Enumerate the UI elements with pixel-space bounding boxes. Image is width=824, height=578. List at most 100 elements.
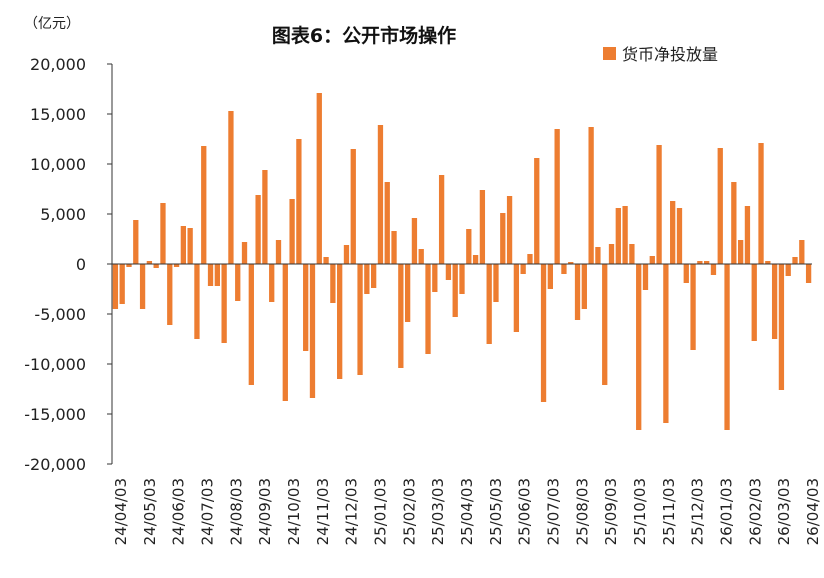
bar [744,206,751,264]
bar [758,143,764,264]
bar [269,264,275,302]
bar [608,244,615,264]
bar [520,264,526,274]
bar [527,254,533,264]
x-tick-label: 24/11/03 [314,478,332,545]
bar [364,264,370,294]
y-axis: 20,000 15,000 10,000 5,000 0 -5,000 -10,000 -15… [24,55,113,474]
x-tick-label: 24/10/03 [285,478,303,545]
bar [486,264,492,344]
bar [500,213,506,264]
bar [636,264,642,430]
bar [119,264,125,304]
bar [704,261,710,264]
bar [411,218,418,264]
bar [799,240,805,264]
x-tick-label: 25/06/03 [516,478,534,545]
bar [771,264,778,339]
bar [350,149,356,264]
bar [146,261,153,264]
bar [194,264,200,339]
bar [676,208,683,264]
x-tick-label: 24/12/03 [343,478,361,545]
x-tick-label: 25/08/03 [573,478,591,545]
bar [262,170,268,264]
x-tick-label: 26/02/03 [746,478,764,545]
bar [404,264,411,322]
y-tick-label: 20,000 [30,55,86,74]
bar [438,175,445,264]
x-tick-label: 25/04/03 [458,478,476,545]
bar [568,262,574,264]
bar [602,264,608,385]
x-tick-label: 25/05/03 [487,478,505,545]
bar [384,182,390,264]
bar [690,264,696,350]
bar [663,264,669,423]
bar [683,264,689,283]
bar [139,264,146,309]
bar [153,264,159,268]
y-tick-label: 0 [76,255,86,274]
bar [126,264,132,267]
bar [201,146,207,264]
x-tick-label: 25/03/03 [429,478,447,545]
bar [615,208,621,264]
bar [377,125,384,264]
x-tick-label: 25/01/03 [372,478,390,545]
x-tick-label: 25/02/03 [400,478,418,545]
bar [540,264,547,402]
bar [547,264,553,289]
bar [371,264,377,288]
bar [588,127,594,264]
x-tick-label: 26/01/03 [718,478,736,545]
bar [554,129,560,264]
bar [670,201,676,264]
bar [282,264,288,401]
bar [343,245,350,264]
bar [785,264,791,276]
y-tick-label: -15,000 [24,405,86,424]
bar [513,264,520,332]
legend-label: 货币净投放量 [622,45,718,64]
legend-swatch [603,47,616,60]
bar [275,240,282,264]
bar [466,229,472,264]
x-tick-label: 24/04/03 [112,478,130,545]
bar [765,261,771,264]
bar [805,264,812,283]
bar [710,264,717,275]
bar [506,196,513,264]
bar [459,264,465,294]
x-tick-label: 24/08/03 [227,478,245,545]
bar [235,264,241,301]
bar [133,220,139,264]
x-tick-label: 24/05/03 [141,478,159,545]
x-tick-label: 25/07/03 [545,478,563,545]
bar [649,256,655,264]
bar [357,264,363,375]
bar [303,264,309,351]
bar [112,264,119,309]
bar [717,148,723,264]
bar [595,247,601,264]
bar [642,264,649,290]
bar [316,93,322,264]
bar [432,264,438,292]
bar [479,190,486,264]
bar [656,145,662,264]
bars [112,93,812,430]
y-tick-label: 5,000 [40,205,86,224]
bar [418,249,424,264]
y-axis-unit: （亿元） [24,16,80,32]
y-tick-label: 15,000 [30,105,86,124]
bar [255,195,261,264]
bar [323,257,329,264]
x-tick-label: 24/06/03 [170,478,188,545]
bar [581,264,587,309]
bar [629,244,635,264]
y-tick-label: 10,000 [30,155,86,174]
bar [792,257,798,264]
x-axis: 24/04/03 24/05/03 24/06/03 24/07/03 24/08/03… [112,263,822,545]
